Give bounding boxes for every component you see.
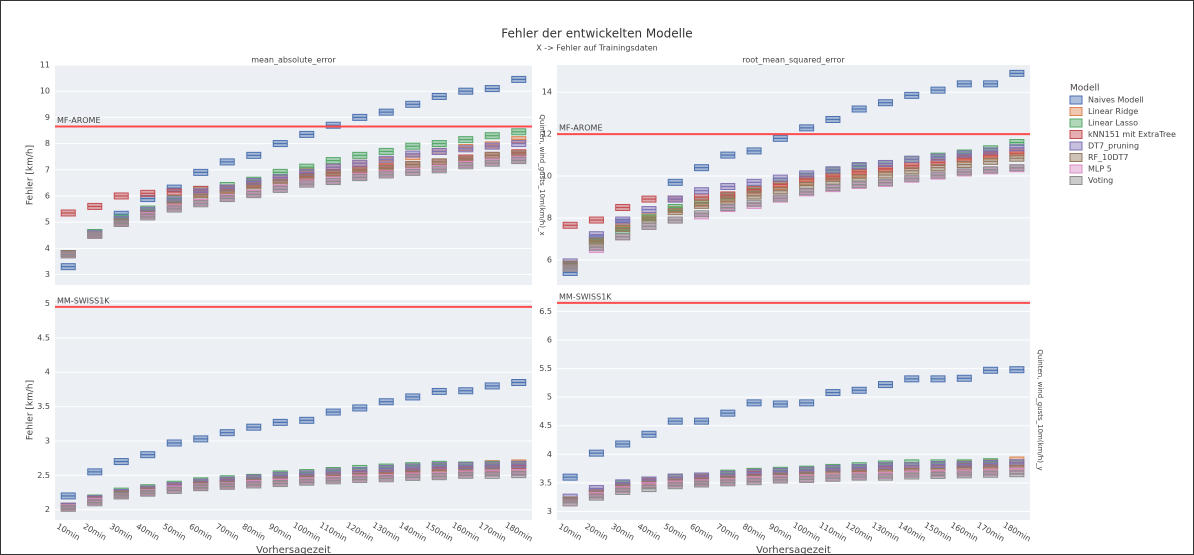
y-tick-label: 10 (542, 172, 552, 181)
subplot-title: mean_absolute_error (251, 56, 336, 65)
plot-area (557, 65, 1030, 285)
reference-label: MM-SWISS1K (559, 292, 612, 301)
y-tick-label: 4 (547, 450, 552, 459)
y-tick-label: 3 (45, 436, 50, 445)
legend-label: MLP 5 (1088, 165, 1112, 174)
figure-subtitle: X -> Fehler auf Trainingsdaten (536, 44, 657, 53)
x-axis-label: Vorhersagezeit (756, 545, 831, 555)
y-axis-label: Fehler [km/h] (26, 380, 36, 440)
y-tick-label: 7 (45, 165, 50, 174)
y-tick-label: 5 (547, 393, 552, 402)
y-tick-label: 2 (45, 505, 50, 514)
legend-swatch (1069, 130, 1083, 139)
legend-swatch (1069, 164, 1083, 174)
y-tick-label: 6.5 (539, 307, 552, 316)
legend-swatch (1069, 153, 1083, 162)
legend-label: RF_10DT7 (1088, 153, 1128, 162)
legend-swatch (1069, 141, 1083, 151)
row-label: Quinten, wind_gusts_10m(km/h)_y (1036, 349, 1044, 470)
legend-label: DT7_pruning (1088, 142, 1139, 151)
y-tick-label: 6 (45, 191, 50, 200)
reference-label: MM-SWISS1K (57, 296, 110, 305)
y-tick-label: 4.5 (37, 333, 50, 342)
x-axis-label: Vorhersagezeit (256, 545, 331, 555)
y-tick-label: 14 (542, 88, 552, 97)
y-tick-label: 5 (45, 299, 50, 308)
legend-title: Modell (1070, 84, 1100, 94)
legend-label: Linear Ridge (1088, 107, 1138, 116)
legend-swatch (1069, 118, 1083, 128)
reference-label: MF-AROME (57, 116, 101, 125)
y-tick-label: 10 (40, 87, 50, 96)
y-tick-label: 6 (547, 336, 552, 345)
y-tick-label: 5 (45, 218, 50, 227)
legend-swatch (1069, 176, 1083, 185)
y-tick-label: 4.5 (539, 421, 552, 430)
y-tick-label: 3.5 (37, 402, 50, 411)
y-tick-label: 11 (40, 61, 50, 70)
legend-swatch (1069, 107, 1083, 116)
reference-label: MF-AROME (559, 124, 603, 133)
plot-area (55, 300, 532, 520)
y-tick-label: 8 (547, 213, 552, 222)
y-tick-label: 5.5 (539, 364, 552, 373)
legend-label: Naives Modell (1088, 96, 1144, 105)
y-axis-label: Fehler [km/h] (26, 145, 36, 205)
plot-area (55, 65, 532, 285)
legend-label: Linear Lasso (1088, 119, 1138, 128)
y-tick-label: 12 (542, 130, 552, 139)
y-tick-label: 8 (45, 139, 50, 148)
y-tick-label: 4 (45, 368, 50, 377)
y-tick-label: 3.5 (539, 478, 552, 487)
figure-title: Fehler der entwickelten Modelle (501, 27, 692, 41)
y-tick-label: 4 (45, 244, 50, 253)
y-tick-label: 3 (547, 507, 552, 516)
y-tick-label: 3 (45, 270, 50, 279)
y-tick-label: 6 (547, 255, 552, 264)
y-tick-label: 2.5 (37, 471, 50, 480)
subplot-title: root_mean_squared_error (742, 56, 845, 65)
legend-swatch (1069, 95, 1083, 105)
legend-label: Voting (1088, 176, 1113, 185)
row-label: Quinten, wind_gusts_10m(km/h)_x (538, 114, 546, 235)
y-tick-label: 9 (45, 113, 50, 122)
legend-label: kNN151 mit ExtraTree (1088, 130, 1176, 139)
